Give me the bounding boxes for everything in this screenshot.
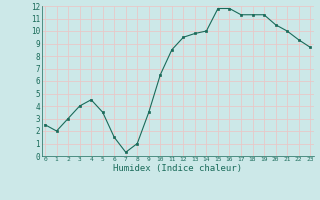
X-axis label: Humidex (Indice chaleur): Humidex (Indice chaleur) (113, 164, 242, 173)
